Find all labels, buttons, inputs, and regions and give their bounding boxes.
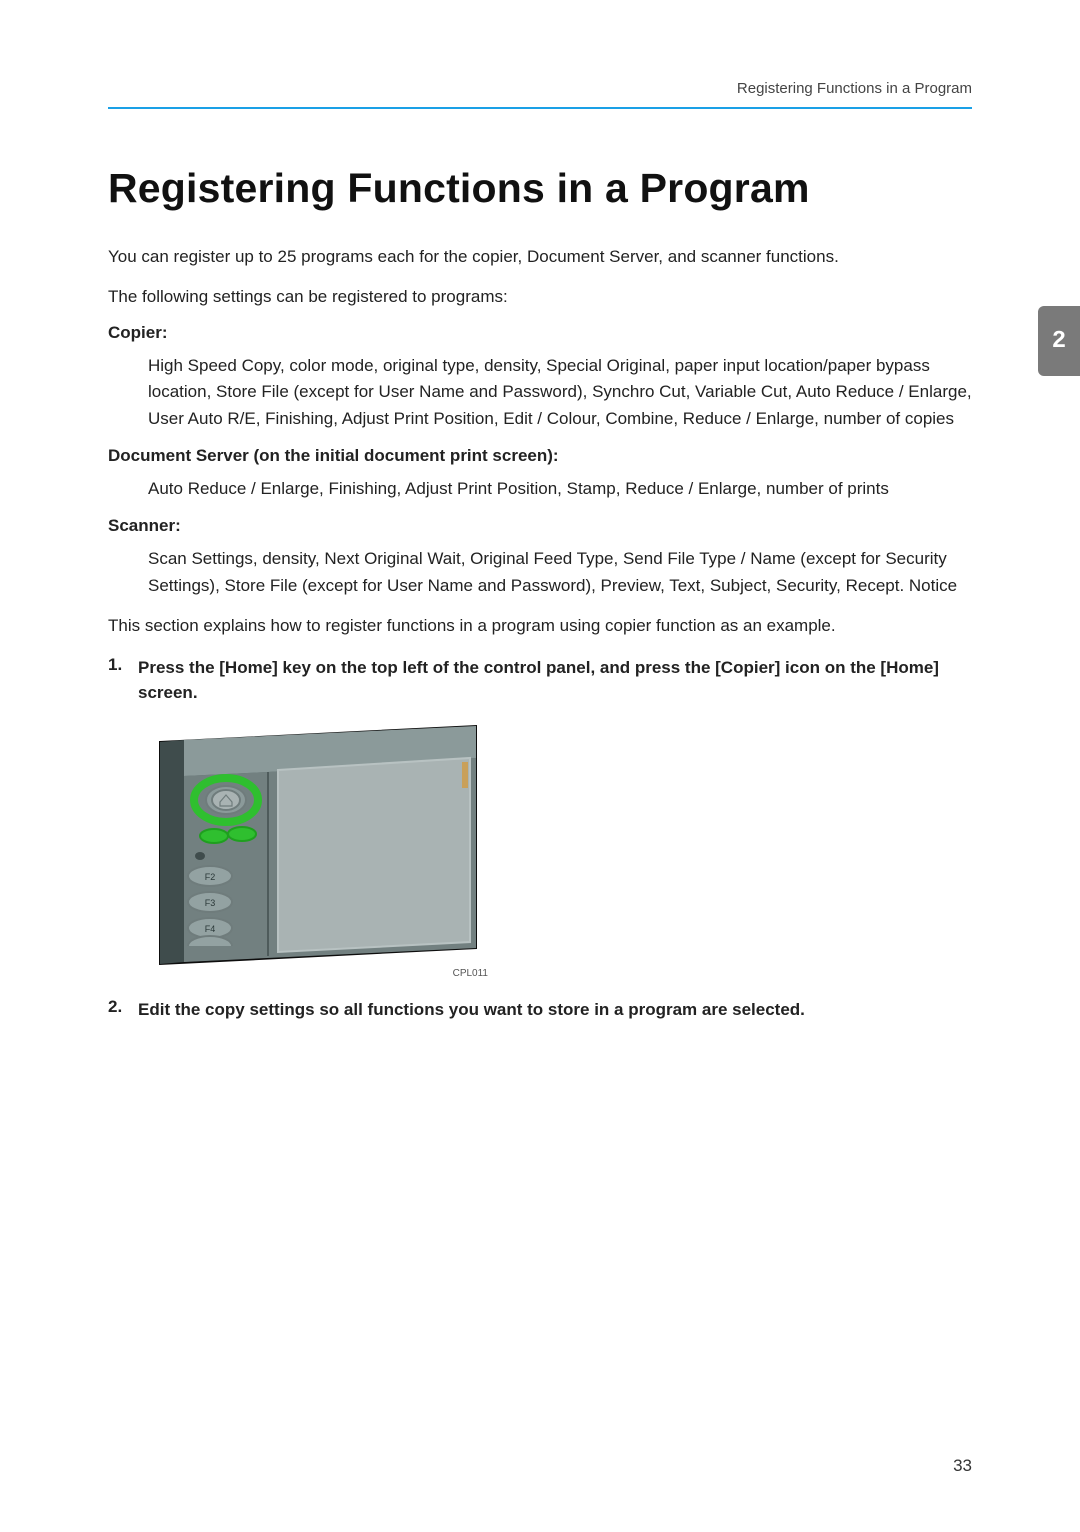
page-number: 33: [953, 1456, 972, 1476]
f3-label: F3: [205, 898, 216, 908]
step-1-text: Press the [Home] key on the top left of …: [138, 655, 972, 706]
section-copier-heading: Copier:: [108, 323, 972, 343]
transition-paragraph: This section explains how to register fu…: [108, 613, 972, 639]
step-2: 2. Edit the copy settings so all functio…: [108, 997, 972, 1023]
chapter-side-tab: 2: [1038, 306, 1080, 376]
chapter-number: 2: [1052, 328, 1066, 355]
figure-control-panel: F2 F3 F4 CPL011: [148, 718, 972, 979]
section-scanner-heading: Scanner:: [108, 516, 972, 536]
f2-label: F2: [205, 872, 216, 882]
figure-caption: CPL011: [148, 968, 488, 979]
control-panel-svg: F2 F3 F4: [148, 718, 488, 966]
section-copier-body: High Speed Copy, color mode, original ty…: [148, 353, 972, 432]
step-1-number: 1.: [108, 655, 138, 706]
intro-paragraph-1: You can register up to 25 programs each …: [108, 244, 972, 270]
steps-list: 1. Press the [Home] key on the top left …: [108, 655, 972, 1023]
section-scanner-body: Scan Settings, density, Next Original Wa…: [148, 546, 972, 599]
step-2-number: 2.: [108, 997, 138, 1023]
page-title: Registering Functions in a Program: [108, 165, 972, 212]
step-2-text: Edit the copy settings so all functions …: [138, 997, 805, 1023]
intro-paragraph-2: The following settings can be registered…: [108, 284, 972, 310]
step-1: 1. Press the [Home] key on the top left …: [108, 655, 972, 979]
header-rule: [108, 107, 972, 109]
section-docserver-heading: Document Server (on the initial document…: [108, 446, 972, 466]
section-docserver-body: Auto Reduce / Enlarge, Finishing, Adjust…: [148, 476, 972, 502]
running-header: Registering Functions in a Program: [108, 80, 972, 97]
f4-label: F4: [205, 924, 216, 934]
